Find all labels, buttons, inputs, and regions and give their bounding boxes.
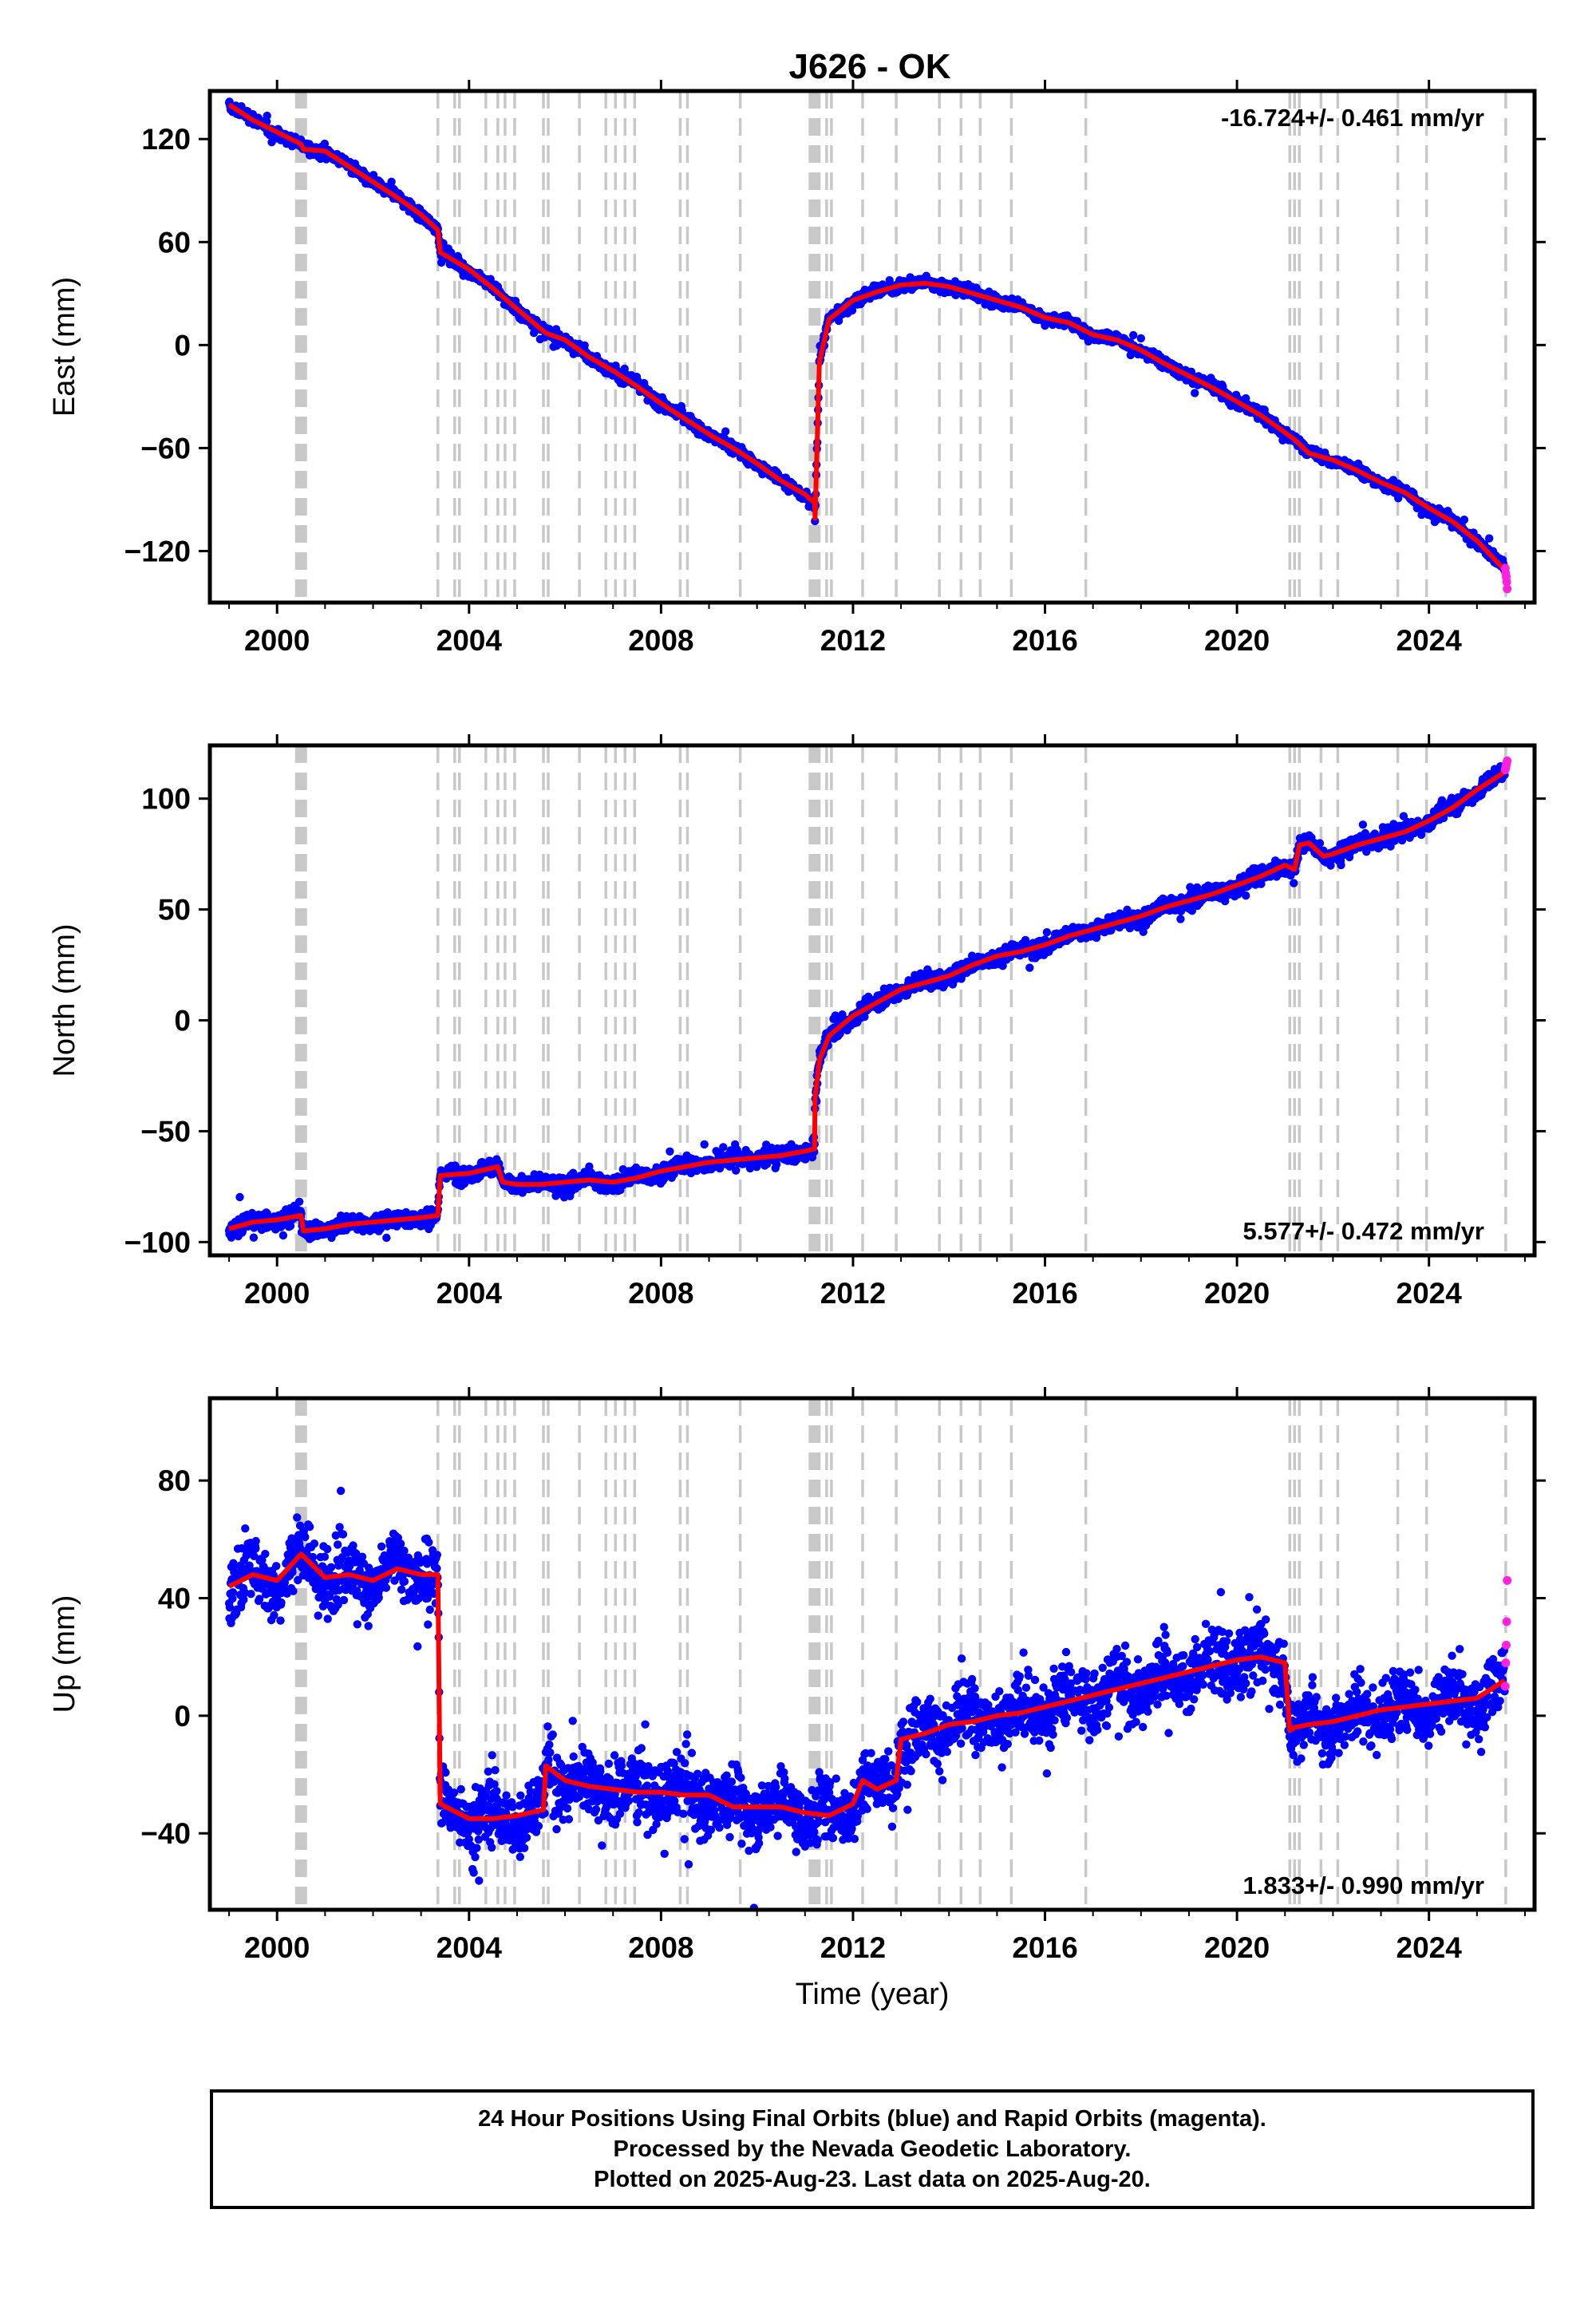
x-tick-label: 2000 — [244, 624, 310, 657]
data-point — [387, 177, 396, 186]
data-point — [721, 427, 730, 436]
data-point — [1191, 389, 1199, 397]
final-orbit-points — [224, 762, 1509, 1243]
north-panel: 2000 2004 2008 2012 2016 2020 2024100500−50−10… — [48, 734, 1546, 1310]
data-point — [320, 139, 330, 148]
data-point — [772, 1160, 781, 1169]
model-fit-line — [227, 102, 1507, 572]
data-point — [1129, 330, 1138, 340]
x-tick-label: 2016 — [1012, 624, 1077, 657]
data-point — [235, 1192, 244, 1202]
data-point — [294, 1197, 304, 1207]
data-point — [732, 1166, 741, 1175]
data-point — [249, 1233, 259, 1242]
x-tick-label: 2020 — [1204, 624, 1270, 657]
x-tick-label: 2004 — [437, 624, 503, 657]
y-tick-label: 0 — [174, 329, 191, 362]
data-point — [437, 258, 446, 267]
data-point — [1485, 534, 1494, 543]
data-point — [279, 1231, 288, 1240]
rapid-data-point — [1502, 577, 1511, 587]
data-point — [666, 1147, 674, 1156]
data-point — [382, 1233, 391, 1243]
y-axis-label: East (mm) — [48, 277, 81, 417]
rapid-orbit-points — [1500, 563, 1512, 594]
data-point — [369, 171, 378, 180]
data-point — [719, 1143, 728, 1152]
velocity-rate-label: -16.724+/- 0.461 mm/yr — [1221, 104, 1484, 132]
x-tick-label: 2008 — [628, 624, 693, 657]
data-point — [1394, 494, 1403, 503]
rapid-data-point — [1503, 584, 1512, 594]
data-point — [885, 276, 894, 285]
data-point — [263, 111, 271, 121]
x-tick-label: 2012 — [820, 624, 886, 657]
plot-area — [224, 745, 1512, 1255]
figure-title: J626 - OK — [789, 47, 951, 86]
y-tick-label: 120 — [141, 123, 191, 156]
y-tick-label: 60 — [158, 226, 191, 259]
final-orbit-points — [224, 97, 1509, 575]
data-point — [1136, 334, 1146, 343]
x-tick-label: 2024 — [1396, 624, 1463, 657]
plot-area — [224, 91, 1512, 603]
data-point — [700, 1140, 709, 1149]
data-point — [580, 341, 589, 350]
plot-frame — [207, 89, 1537, 605]
east-panel: 2000 2004 2008 2012 2016 2020 2024 120 60 0 −60 −12… — [48, 80, 1546, 657]
data-point — [1460, 516, 1469, 524]
y-tick-label: −120 — [124, 535, 191, 567]
y-tick-label: −60 — [140, 432, 191, 464]
